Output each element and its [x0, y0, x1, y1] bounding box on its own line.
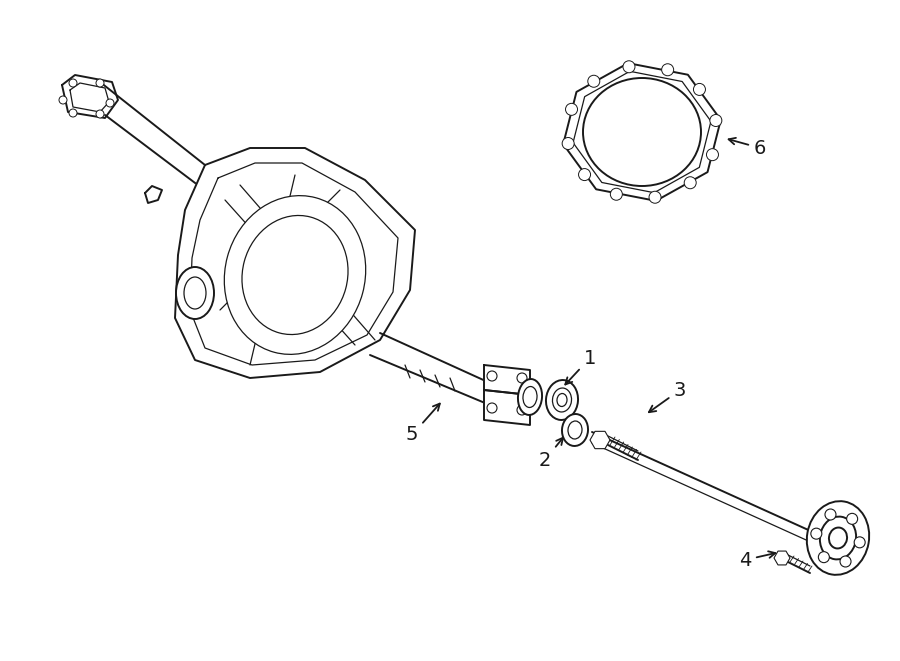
- Polygon shape: [484, 365, 530, 395]
- Polygon shape: [62, 75, 118, 118]
- Circle shape: [562, 137, 574, 149]
- Circle shape: [96, 110, 104, 118]
- Ellipse shape: [546, 380, 578, 420]
- Circle shape: [854, 537, 865, 548]
- Ellipse shape: [518, 379, 542, 415]
- Circle shape: [579, 169, 590, 180]
- Circle shape: [684, 176, 697, 189]
- Circle shape: [487, 403, 497, 413]
- Ellipse shape: [224, 196, 365, 354]
- Circle shape: [840, 556, 851, 567]
- Ellipse shape: [176, 267, 214, 319]
- Polygon shape: [145, 186, 162, 203]
- Polygon shape: [484, 390, 530, 425]
- Circle shape: [487, 371, 497, 381]
- Circle shape: [106, 99, 114, 107]
- Circle shape: [517, 405, 527, 415]
- Circle shape: [825, 509, 836, 520]
- Ellipse shape: [829, 527, 847, 549]
- Circle shape: [847, 514, 858, 524]
- Text: 1: 1: [565, 348, 596, 385]
- Polygon shape: [563, 63, 721, 201]
- Ellipse shape: [562, 414, 588, 446]
- Circle shape: [811, 528, 822, 539]
- Circle shape: [662, 63, 674, 76]
- Circle shape: [517, 373, 527, 383]
- Ellipse shape: [806, 501, 869, 575]
- Text: 2: 2: [539, 438, 563, 469]
- Ellipse shape: [583, 78, 701, 186]
- Text: 4: 4: [739, 551, 775, 570]
- Text: 3: 3: [649, 381, 686, 412]
- Circle shape: [96, 79, 104, 87]
- Circle shape: [69, 79, 77, 87]
- Circle shape: [706, 149, 718, 161]
- Text: 6: 6: [729, 138, 766, 157]
- Circle shape: [69, 109, 77, 117]
- Circle shape: [818, 552, 830, 563]
- Circle shape: [623, 61, 635, 73]
- Circle shape: [588, 75, 599, 87]
- Circle shape: [710, 114, 722, 126]
- Polygon shape: [175, 148, 415, 378]
- Circle shape: [649, 191, 661, 203]
- Circle shape: [59, 96, 67, 104]
- Circle shape: [610, 188, 622, 200]
- Circle shape: [694, 83, 706, 95]
- Text: 5: 5: [406, 404, 440, 444]
- Circle shape: [565, 103, 578, 116]
